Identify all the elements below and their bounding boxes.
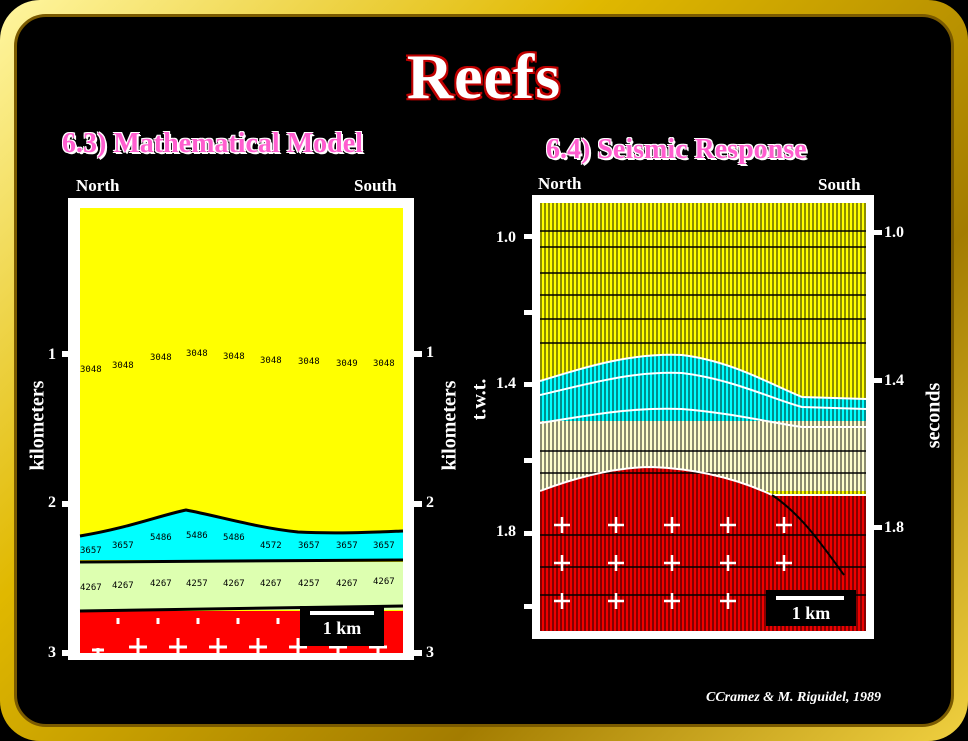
velocity-r1-1: 3048 <box>112 361 134 371</box>
seismic-section <box>532 195 874 639</box>
seismic-tickmark <box>524 310 532 315</box>
velocity-r1-7: 3049 <box>336 359 358 369</box>
model-south-label: South <box>354 176 397 195</box>
seismic-tickmark <box>524 604 532 609</box>
velocity-r1-8: 3048 <box>373 359 395 369</box>
model-tickmark <box>412 501 422 507</box>
velocity-r3-8: 4267 <box>373 577 395 587</box>
model-axis-label-left: kilometers <box>26 380 49 471</box>
model-tickmark <box>412 351 422 357</box>
velocity-r3-0: 4267 <box>80 583 102 593</box>
seismic-heading: 6.4) Seismic Response <box>546 134 807 165</box>
seismic-tickmark <box>524 458 532 463</box>
model-tickmark <box>62 650 72 656</box>
lower-layer <box>80 562 403 610</box>
velocity-r2-4: 5486 <box>223 533 245 543</box>
velocity-r2-6: 3657 <box>298 541 320 551</box>
seismic-tick-left-1: 1.0 <box>496 229 516 246</box>
seismic-axis-label-left: t.w.t. <box>468 378 491 421</box>
velocity-r2-8: 3657 <box>373 541 395 551</box>
model-tickmark <box>62 351 72 357</box>
velocity-r1-6: 3048 <box>298 357 320 367</box>
velocity-r3-7: 4267 <box>336 579 358 589</box>
velocity-r1-5: 3048 <box>260 356 282 366</box>
seismic-tickmark <box>874 230 882 235</box>
seismic-tick-right-1: 1.0 <box>884 224 904 241</box>
model-axis-label-right: kilometers <box>438 380 461 471</box>
model-section: 3048 3048 3048 3048 3048 3048 3048 3049 … <box>68 198 414 660</box>
seismic-traces <box>540 203 866 631</box>
seismic-tick-right-2: 1.4 <box>884 372 904 389</box>
model-tick-left-2: 2 <box>48 494 56 511</box>
model-north-label: North <box>76 176 120 195</box>
velocity-r2-5: 4572 <box>260 541 282 551</box>
page-title: Reefs <box>406 40 562 113</box>
velocity-r2-1: 3657 <box>112 541 134 551</box>
velocity-r1-4: 3048 <box>223 352 245 362</box>
seismic-tick-left-2: 1.4 <box>496 375 516 392</box>
seismic-crosses <box>554 517 792 609</box>
seismic-tickmark <box>524 234 532 239</box>
seismic-tick-right-3: 1.8 <box>884 519 904 536</box>
velocity-r3-4: 4267 <box>223 579 245 589</box>
model-heading: 6.3) Mathematical Model <box>62 128 363 159</box>
velocity-r2-0: 3657 <box>80 546 102 556</box>
velocity-r1-2: 3048 <box>150 353 172 363</box>
model-tickmark <box>412 650 422 656</box>
seismic-scale-label: 1 km <box>791 603 831 623</box>
reef-layer <box>80 510 403 560</box>
basement-crosses <box>92 638 387 660</box>
credit-text: CCramez & M. Riguidel, 1989 <box>706 690 882 705</box>
velocity-labels: 3048 3048 3048 3048 3048 3048 3048 3049 … <box>80 349 395 593</box>
model-tick-right-1: 1 <box>426 344 434 361</box>
seismic-axis-label-right: seconds <box>922 382 945 449</box>
velocity-r3-1: 4267 <box>112 581 134 591</box>
seismic-north-label: North <box>538 174 582 193</box>
model-scale-label: 1 km <box>322 618 362 638</box>
seismic-south-label: South <box>818 175 861 194</box>
seismic-tickmark <box>524 531 532 536</box>
velocity-r3-3: 4257 <box>186 579 208 589</box>
velocity-r1-0: 3048 <box>80 365 102 375</box>
seismic-tickmark <box>874 378 882 383</box>
model-tick-right-2: 2 <box>426 494 434 511</box>
velocity-r2-2: 5486 <box>150 533 172 543</box>
seismic-tick-left-3: 1.8 <box>496 523 516 540</box>
velocity-r3-2: 4267 <box>150 579 172 589</box>
model-tickmark <box>62 501 72 507</box>
velocity-r2-7: 3657 <box>336 541 358 551</box>
seismic-tickmark <box>524 382 532 387</box>
velocity-r3-5: 4267 <box>260 579 282 589</box>
velocity-r1-3: 3048 <box>186 349 208 359</box>
model-tick-right-3: 3 <box>426 644 434 661</box>
model-tick-left-3: 3 <box>48 644 56 661</box>
velocity-r3-6: 4257 <box>298 579 320 589</box>
seismic-tickmark <box>874 525 882 530</box>
velocity-r2-3: 5486 <box>186 531 208 541</box>
model-tick-left-1: 1 <box>48 346 56 363</box>
